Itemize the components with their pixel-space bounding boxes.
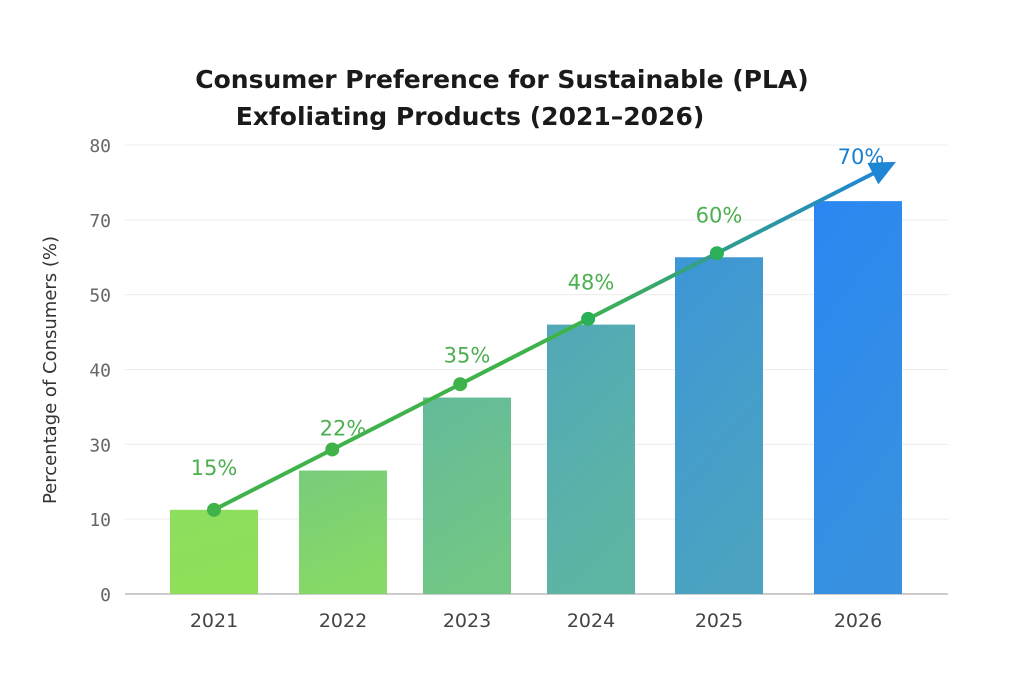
y-tick-label: 30 xyxy=(89,435,111,456)
y-tick-label: 70 xyxy=(89,211,111,232)
trend-point xyxy=(453,377,468,392)
x-tick-label: 2026 xyxy=(834,610,882,632)
data-label: 22% xyxy=(320,417,367,441)
chart-title-line2: Exfoliating Products (2021–2026) xyxy=(236,102,705,131)
bar-2025 xyxy=(675,257,763,594)
x-tick-label: 2023 xyxy=(443,610,491,632)
x-tick-label: 2025 xyxy=(695,610,743,632)
trend-point xyxy=(207,502,221,517)
data-label: 60% xyxy=(696,203,743,227)
data-label: 48% xyxy=(568,271,615,295)
y-tick-label: 10 xyxy=(89,510,111,531)
trend-arrowhead-icon xyxy=(867,161,897,185)
y-tick-label: 0 xyxy=(100,585,111,606)
x-tick-label: 2024 xyxy=(567,610,615,632)
bar-2026 xyxy=(814,201,902,594)
y-tick-label: 40 xyxy=(89,361,111,382)
bar-2021 xyxy=(170,509,258,594)
y-axis-label: Percentage of Consumers (%) xyxy=(40,236,61,504)
x-tick-label: 2022 xyxy=(319,610,367,632)
trend-point xyxy=(325,442,340,457)
bar-2024 xyxy=(547,324,635,594)
y-tick-label: 80 xyxy=(89,136,111,157)
y-tick-label: 50 xyxy=(89,286,111,307)
data-label: 70% xyxy=(838,145,885,169)
trend-point xyxy=(581,311,596,326)
data-label: 35% xyxy=(444,344,491,368)
chart-title-line1: Consumer Preference for Sustainable (PLA… xyxy=(195,65,808,94)
trend-line xyxy=(212,168,882,512)
x-tick-label: 2021 xyxy=(190,610,238,632)
bar-2022 xyxy=(299,470,387,594)
trend-point xyxy=(709,246,724,261)
data-label: 15% xyxy=(191,456,238,480)
bar-2023 xyxy=(423,397,511,594)
